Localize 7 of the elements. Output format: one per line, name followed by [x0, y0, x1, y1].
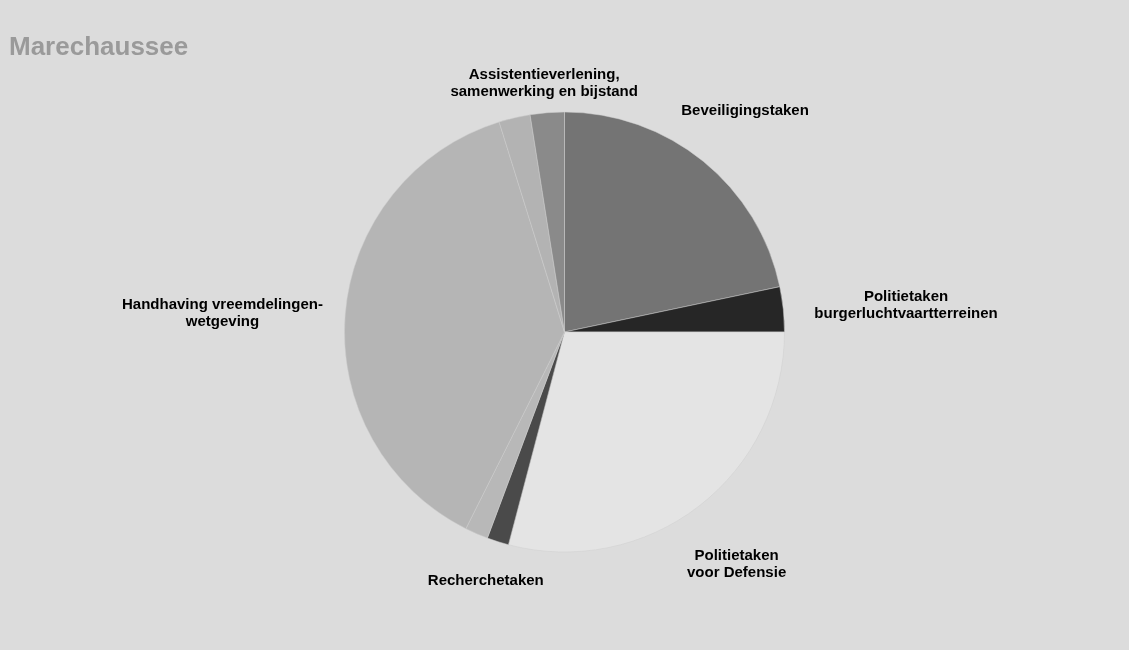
slice-label: Assistentieverlening, samenwerking en bijstand — [450, 64, 638, 99]
slice-label: Beveiligingstaken — [681, 100, 809, 118]
chart-title: Marechaussee — [9, 31, 189, 61]
slice-label: Recherchetaken — [427, 570, 544, 588]
slice-label: Handhaving vreemdelingen- wetgeving — [122, 295, 323, 329]
slice-label: Politietaken voor Defensie — [687, 546, 787, 581]
slice-label: Politietaken burgerluchtvaartterreinen — [814, 287, 998, 322]
